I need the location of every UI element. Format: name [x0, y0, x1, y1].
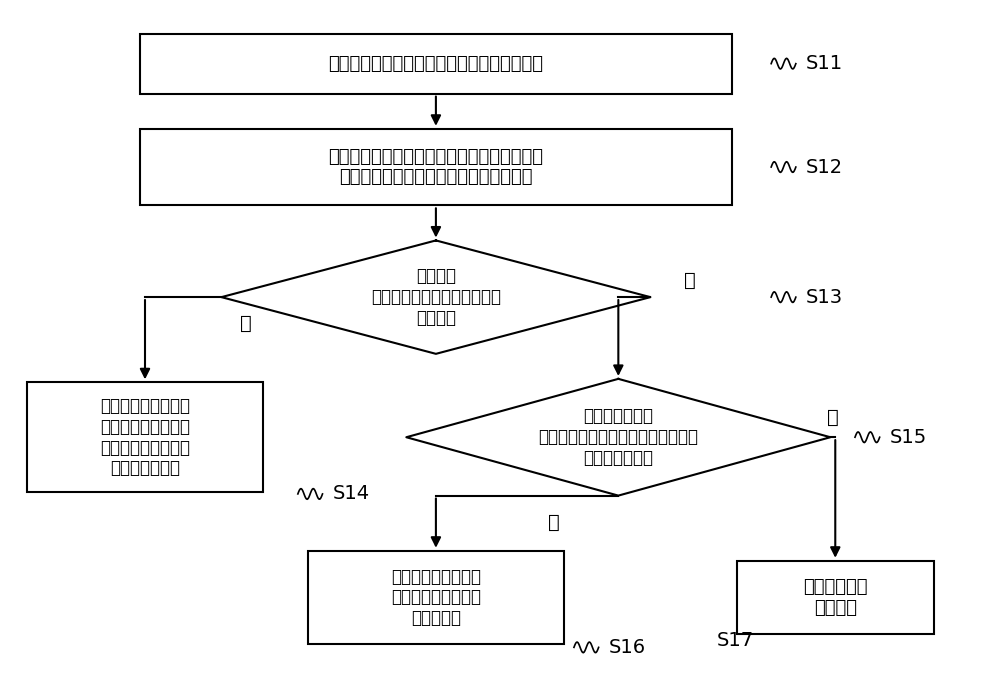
Text: S14: S14	[332, 484, 369, 503]
Bar	[308, 551, 564, 644]
Text: S15: S15	[890, 428, 927, 447]
Text: 判断延迟
时间长度是否小于数据包间隔
时间长度: 判断延迟 时间长度是否小于数据包间隔 时间长度	[371, 268, 501, 327]
Bar	[140, 33, 732, 94]
Text: S13: S13	[806, 287, 843, 306]
Text: 根据终端发送的附着请求确定终端的业务类型: 根据终端发送的附着请求确定终端的业务类型	[328, 54, 543, 73]
Text: S17: S17	[717, 631, 754, 650]
Text: 是: 是	[827, 408, 839, 427]
Text: 控制终端进入空闲模
式，节能模式的定时
器开始计时: 控制终端进入空闲模 式，节能模式的定时 器开始计时	[391, 567, 481, 627]
Text: 控制终端保持
连接模式: 控制终端保持 连接模式	[803, 578, 868, 617]
Text: 否: 否	[548, 513, 560, 532]
Text: S12: S12	[806, 157, 843, 176]
Bar	[140, 129, 732, 206]
Text: 根据业务类型确定业务类型对应的延迟时间长
度和业务类型对应的数据包间隔时间长度: 根据业务类型确定业务类型对应的延迟时间长 度和业务类型对应的数据包间隔时间长度	[328, 148, 543, 187]
Text: 在终端的业务流
量中断时判断终端在延迟时间长度内
是否有流量产生: 在终端的业务流 量中断时判断终端在延迟时间长度内 是否有流量产生	[538, 407, 698, 467]
Text: 是: 是	[240, 315, 252, 333]
Bar	[737, 560, 934, 634]
Text: S11: S11	[806, 54, 843, 73]
Bar	[27, 382, 263, 492]
Polygon shape	[221, 240, 650, 354]
Polygon shape	[406, 379, 830, 496]
Text: 否: 否	[684, 271, 696, 290]
Text: S16: S16	[608, 638, 646, 657]
Text: 在终端的业务流量中
断时控制终端进入空
闲模式，节能模式的
定时器开始计时: 在终端的业务流量中 断时控制终端进入空 闲模式，节能模式的 定时器开始计时	[100, 397, 190, 477]
